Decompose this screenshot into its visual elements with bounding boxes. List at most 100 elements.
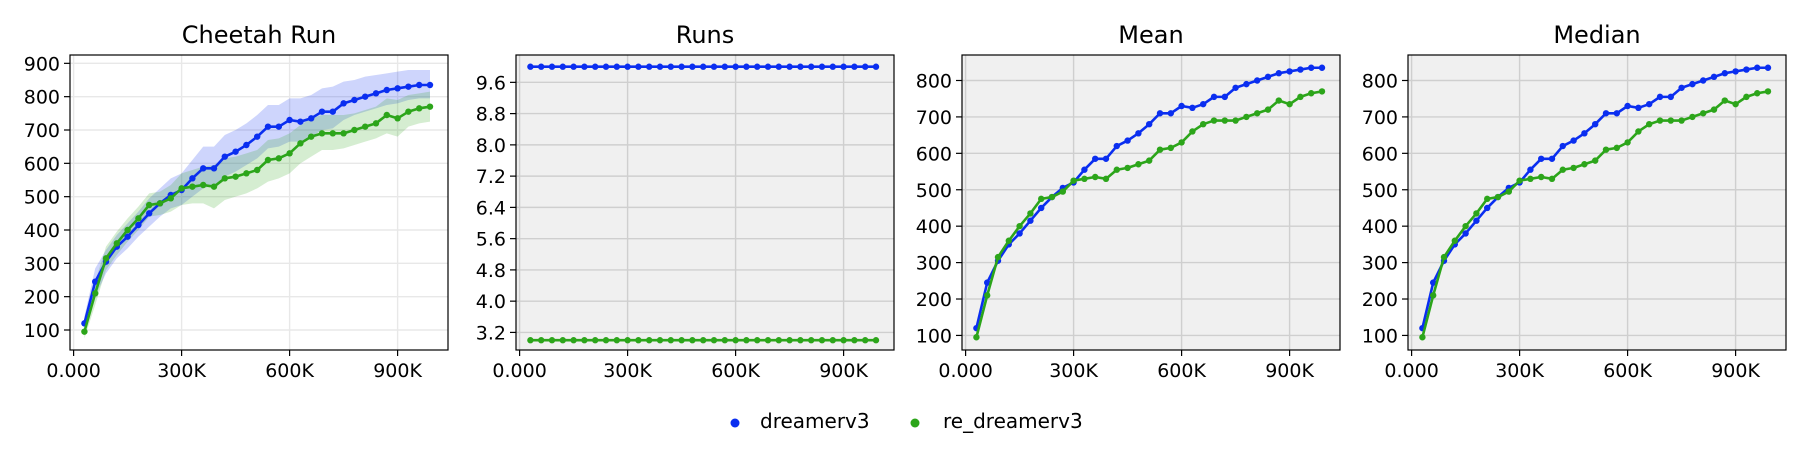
data-point-re-dreamerv3 — [1156, 146, 1164, 153]
legend-label-re-dreamerv3: re_dreamerv3 — [943, 409, 1083, 433]
data-point-dreamerv3 — [383, 86, 390, 94]
y-tick-label: 500 — [24, 187, 60, 209]
y-tick-label: 800 — [916, 70, 952, 92]
chart-title: Mean — [1118, 21, 1183, 49]
data-point-dreamerv3 — [1156, 110, 1164, 117]
y-tick-label: 200 — [1362, 289, 1398, 311]
data-point-re-dreamerv3 — [146, 201, 153, 209]
chart-panel-mean: 0.000 300K 600K 900K 100 200 300 400 500 600 700 80… — [916, 21, 1341, 382]
data-point-re-dreamerv3 — [872, 337, 880, 344]
y-tick-label: 3.2 — [476, 322, 506, 344]
data-point-re-dreamerv3 — [1264, 106, 1272, 113]
data-point-re-dreamerv3 — [81, 328, 88, 335]
data-point-dreamerv3 — [1146, 120, 1153, 128]
data-point-re-dreamerv3 — [527, 337, 534, 344]
data-point-re-dreamerv3 — [318, 130, 326, 137]
x-tick-label: 0.000 — [938, 360, 992, 382]
data-point-re-dreamerv3 — [1462, 222, 1469, 230]
y-tick-label: 400 — [1362, 216, 1398, 238]
data-point-re-dreamerv3 — [862, 337, 869, 344]
y-tick-label: 600 — [1362, 143, 1398, 165]
data-point-re-dreamerv3 — [254, 166, 261, 174]
data-point-dreamerv3 — [1559, 142, 1567, 150]
data-point-dreamerv3 — [1308, 64, 1315, 71]
data-point-re-dreamerv3 — [383, 111, 390, 119]
data-point-re-dreamerv3 — [775, 337, 782, 344]
y-tick-label: 400 — [916, 216, 952, 238]
data-point-re-dreamerv3 — [1016, 222, 1023, 230]
data-point-re-dreamerv3 — [840, 337, 847, 344]
data-point-re-dreamerv3 — [1656, 117, 1664, 124]
data-point-re-dreamerv3 — [1700, 110, 1707, 117]
axes-frame — [1407, 54, 1787, 351]
data-point-re-dreamerv3 — [1070, 177, 1077, 184]
data-point-re-dreamerv3 — [1624, 139, 1631, 146]
data-point-dreamerv3 — [1602, 110, 1610, 117]
data-point-re-dreamerv3 — [984, 292, 991, 299]
data-point-re-dreamerv3 — [189, 183, 196, 190]
data-point-dreamerv3 — [1754, 64, 1761, 71]
data-point-dreamerv3 — [700, 63, 707, 70]
data-point-re-dreamerv3 — [1038, 195, 1045, 203]
data-point-re-dreamerv3 — [818, 337, 826, 344]
y-tick-label: 7.2 — [476, 166, 506, 188]
data-point-dreamerv3 — [1124, 137, 1131, 144]
data-point-re-dreamerv3 — [1081, 175, 1088, 183]
data-point-re-dreamerv3 — [1059, 188, 1067, 195]
data-point-re-dreamerv3 — [1581, 161, 1588, 168]
y-tick-label: 4.8 — [476, 260, 506, 282]
data-point-re-dreamerv3 — [1678, 117, 1685, 124]
data-point-dreamerv3 — [743, 63, 750, 70]
data-point-re-dreamerv3 — [372, 120, 380, 127]
y-tick-label: 5.6 — [476, 229, 506, 251]
y-tick-label: 100 — [916, 325, 952, 347]
data-point-dreamerv3 — [1624, 102, 1631, 110]
data-point-dreamerv3 — [538, 63, 545, 70]
y-tick-label: 8.8 — [476, 104, 506, 126]
y-tick-label: 800 — [1362, 70, 1398, 92]
data-point-dreamerv3 — [1027, 217, 1034, 224]
plot-area — [70, 55, 448, 350]
data-point-dreamerv3 — [1646, 100, 1653, 108]
data-point-dreamerv3 — [1527, 166, 1534, 173]
axes-frame — [69, 54, 449, 351]
data-point-re-dreamerv3 — [624, 337, 631, 344]
data-point-re-dreamerv3 — [362, 123, 369, 130]
data-point-re-dreamerv3 — [264, 156, 272, 164]
data-point-re-dreamerv3 — [329, 130, 336, 137]
data-point-re-dreamerv3 — [710, 337, 718, 344]
y-tick-label: 500 — [1362, 180, 1398, 202]
data-point-dreamerv3 — [592, 63, 599, 70]
data-point-re-dreamerv3 — [1754, 90, 1761, 97]
data-point-dreamerv3 — [581, 63, 588, 70]
data-point-re-dreamerv3 — [1538, 173, 1545, 181]
x-tick-label: 900K — [819, 360, 868, 382]
y-tick-label: 700 — [916, 107, 952, 129]
legend: dreamerv3 re_dreamerv3 — [730, 409, 1083, 433]
data-point-re-dreamerv3 — [178, 185, 185, 192]
confidence-band-dreamerv3 — [84, 70, 431, 330]
data-point-re-dreamerv3 — [102, 255, 110, 262]
y-tick-label: 400 — [24, 220, 60, 242]
data-point-dreamerv3 — [667, 63, 674, 70]
data-point-dreamerv3 — [135, 221, 142, 229]
y-tick-label: 300 — [24, 253, 60, 275]
data-point-re-dreamerv3 — [829, 337, 836, 344]
x-tick-label: 0.000 — [1384, 360, 1438, 382]
data-point-dreamerv3 — [1167, 110, 1175, 117]
data-point-dreamerv3 — [1243, 80, 1250, 88]
y-tick-label: 6.4 — [476, 197, 506, 219]
y-tick-label: 900 — [24, 53, 60, 75]
y-tick-label: 8.0 — [476, 135, 506, 157]
data-point-dreamerv3 — [1581, 130, 1588, 137]
data-point-re-dreamerv3 — [1505, 188, 1513, 195]
data-point-re-dreamerv3 — [721, 337, 728, 344]
data-point-dreamerv3 — [732, 63, 739, 70]
data-point-re-dreamerv3 — [570, 337, 577, 344]
data-point-re-dreamerv3 — [1254, 110, 1261, 117]
data-point-dreamerv3 — [1286, 68, 1293, 75]
data-point-dreamerv3 — [200, 165, 207, 172]
data-point-dreamerv3 — [210, 165, 218, 172]
data-point-dreamerv3 — [1275, 70, 1283, 77]
data-point-dreamerv3 — [1538, 155, 1545, 162]
